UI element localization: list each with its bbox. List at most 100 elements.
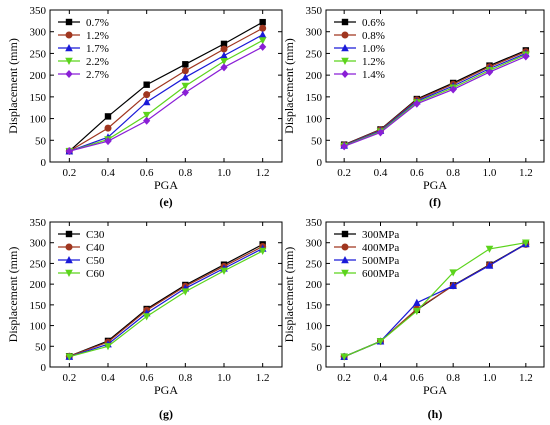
legend-label: 2.2% [86, 56, 109, 68]
y-tick-label: 50 [311, 341, 323, 353]
legend-label: 1.2% [86, 30, 109, 42]
series-line [343, 51, 527, 146]
legend-marker [65, 70, 73, 78]
plot-frame [325, 9, 545, 163]
data-point [449, 85, 457, 94]
data-point [143, 91, 151, 99]
legend-label: 1.2% [362, 56, 385, 68]
y-tick-label: 0 [41, 362, 47, 374]
series-line [343, 54, 527, 147]
legend-marker [65, 256, 73, 264]
series-5 [65, 42, 267, 156]
legend-marker [341, 243, 349, 251]
x-tick-label: 1.0 [217, 167, 231, 179]
y-tick-label: 200 [306, 279, 323, 291]
data-point [376, 338, 385, 346]
y-axis-label: Displacement (mm) [6, 38, 20, 134]
data-point [376, 128, 385, 137]
legend-label: 1.7% [86, 43, 109, 55]
data-point [143, 116, 151, 125]
data-point [220, 40, 228, 48]
data-point [104, 137, 112, 146]
data-point [413, 99, 421, 108]
x-tick-label: 0.2 [62, 372, 76, 384]
legend-label: C30 [86, 229, 105, 241]
y-tick-label: 0 [41, 157, 47, 169]
series-4 [340, 239, 530, 361]
data-point [259, 42, 267, 51]
data-point [220, 267, 228, 275]
y-tick-label: 150 [306, 300, 323, 312]
x-tick-label: 0.2 [337, 167, 351, 179]
x-tick-label: 0.6 [410, 167, 424, 179]
y-tick-label: 350 [306, 217, 323, 229]
legend-marker [65, 18, 73, 26]
data-point [522, 239, 530, 247]
series-line [69, 250, 263, 358]
data-point [259, 24, 267, 32]
data-point [220, 45, 228, 53]
x-tick-label: 1.0 [483, 372, 497, 384]
x-tick-label: 1.0 [217, 372, 231, 384]
x-tick-label: 0.8 [178, 372, 192, 384]
data-point [220, 58, 228, 66]
series-line [69, 27, 263, 152]
legend-label: 500MPa [362, 255, 399, 267]
legend-label: C50 [86, 255, 105, 267]
data-point [104, 113, 112, 120]
x-tick-label: 0.2 [62, 167, 76, 179]
x-tick-label: 1.2 [256, 167, 270, 179]
legend-marker [65, 230, 73, 238]
plot-frame [49, 221, 283, 368]
x-tick-label: 1.2 [519, 372, 533, 384]
y-tick-label: 100 [306, 114, 323, 126]
legend-label: 400MPa [362, 242, 399, 254]
data-point [181, 82, 190, 90]
y-tick-label: 150 [306, 92, 323, 104]
x-axis-label: PGA [154, 383, 178, 397]
x-tick-label: 0.8 [446, 372, 460, 384]
series-line [69, 34, 263, 152]
legend-marker [65, 57, 73, 65]
panel-caption: (h) [428, 407, 443, 421]
x-tick-label: 0.4 [374, 167, 388, 179]
data-point [258, 247, 267, 255]
data-point [340, 353, 348, 361]
y-tick-label: 300 [306, 238, 323, 250]
y-tick-label: 50 [35, 135, 47, 147]
legend-marker [65, 44, 73, 52]
data-point [143, 81, 150, 88]
y-axis-label: Displacement (mm) [282, 247, 296, 343]
legend-label: 2.7% [86, 69, 109, 81]
y-tick-label: 250 [306, 258, 323, 270]
x-tick-label: 0.6 [140, 167, 154, 179]
data-point [413, 307, 421, 316]
y-tick-label: 350 [306, 5, 323, 17]
data-point [65, 353, 74, 361]
legend-marker [341, 18, 349, 26]
data-point [220, 63, 228, 72]
series-line [69, 245, 263, 357]
x-axis-label: PGA [423, 383, 447, 397]
y-tick-label: 100 [306, 321, 323, 333]
legend-label: 0.8% [362, 30, 385, 42]
legend: 0.6%0.8%1.0%1.2%1.4% [334, 17, 385, 81]
y-tick-label: 250 [30, 48, 47, 60]
y-tick-label: 200 [306, 70, 323, 82]
y-tick-label: 200 [30, 279, 47, 291]
data-point [259, 18, 266, 26]
legend-marker [341, 57, 349, 65]
y-tick-label: 50 [311, 135, 323, 147]
legend-label: 300MPa [362, 229, 399, 241]
data-point [522, 52, 530, 61]
x-tick-label: 0.2 [337, 372, 351, 384]
legend-marker [341, 256, 349, 264]
data-point [104, 343, 112, 351]
data-point [485, 68, 494, 77]
y-tick-label: 50 [35, 341, 47, 353]
panel-caption: (g) [159, 407, 173, 421]
x-tick-label: 1.0 [483, 167, 497, 179]
y-axis-label: Displacement (mm) [6, 247, 20, 343]
x-axis-label: PGA [154, 178, 178, 192]
